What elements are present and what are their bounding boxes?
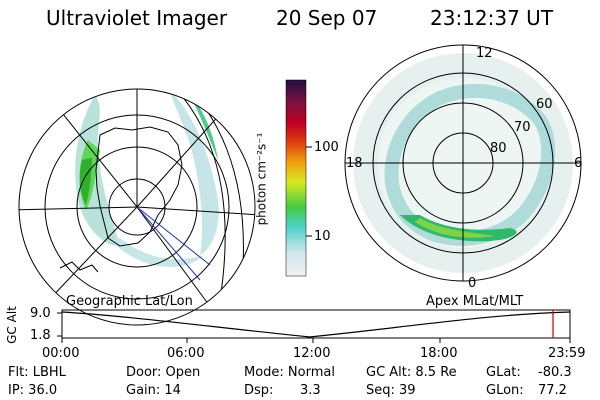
glon-value: 77.2	[538, 383, 567, 398]
lat-label-70: 70	[514, 120, 531, 135]
x-tick-0600: 06:00	[167, 346, 205, 361]
date-label: 20 Sep 07	[276, 6, 378, 30]
geographic-map	[18, 88, 256, 326]
x-tick-1200: 12:00	[293, 346, 331, 361]
glat-value: -80.3	[538, 365, 572, 380]
colorbar-tick-100: 100	[314, 140, 339, 155]
dsp-label: Dsp:	[244, 383, 274, 398]
mlt-label-6: 6	[574, 156, 583, 171]
y-tick-9: 9.0	[30, 306, 51, 321]
polar-plot	[344, 44, 582, 282]
seq-info: Seq: 39	[366, 383, 416, 398]
glon-label: GLon:	[486, 383, 524, 398]
time-label: 23:12:37 UT	[430, 6, 554, 30]
gc-alt-info: GC Alt: 8.5 Re	[366, 365, 457, 380]
x-tick-2359: 23:59	[548, 346, 586, 361]
ip-info: IP: 36.0	[8, 383, 58, 398]
lat-label-60: 60	[536, 97, 553, 112]
glat-label: GLat:	[486, 365, 521, 380]
apex-label: Apex MLat/MLT	[426, 294, 524, 309]
dsp-value: 3.3	[300, 383, 321, 398]
lat-label-80: 80	[490, 141, 507, 156]
mlt-label-12: 12	[476, 46, 493, 61]
filter-info: Flt: LBHL	[8, 365, 66, 380]
mlt-label-18: 18	[346, 156, 363, 171]
mlt-label-0: 0	[468, 276, 477, 291]
colorbar	[285, 79, 312, 277]
mode-info: Mode: Normal	[244, 365, 335, 380]
door-info: Door: Open	[126, 365, 201, 380]
orbit-altitude-panel	[57, 309, 571, 343]
geographic-label: Geographic Lat/Lon	[66, 294, 193, 309]
x-tick-0000: 00:00	[42, 346, 80, 361]
y-tick-1-8: 1.8	[30, 328, 51, 343]
gc-alt-axis-label: GC Alt	[4, 306, 19, 344]
x-tick-1800: 18:00	[420, 346, 458, 361]
instrument-title: Ultraviolet Imager	[46, 6, 228, 30]
colorbar-unit-label: photon cm⁻²s⁻¹	[254, 132, 269, 226]
gain-info: Gain: 14	[126, 383, 181, 398]
colorbar-tick-10: 10	[314, 229, 331, 244]
